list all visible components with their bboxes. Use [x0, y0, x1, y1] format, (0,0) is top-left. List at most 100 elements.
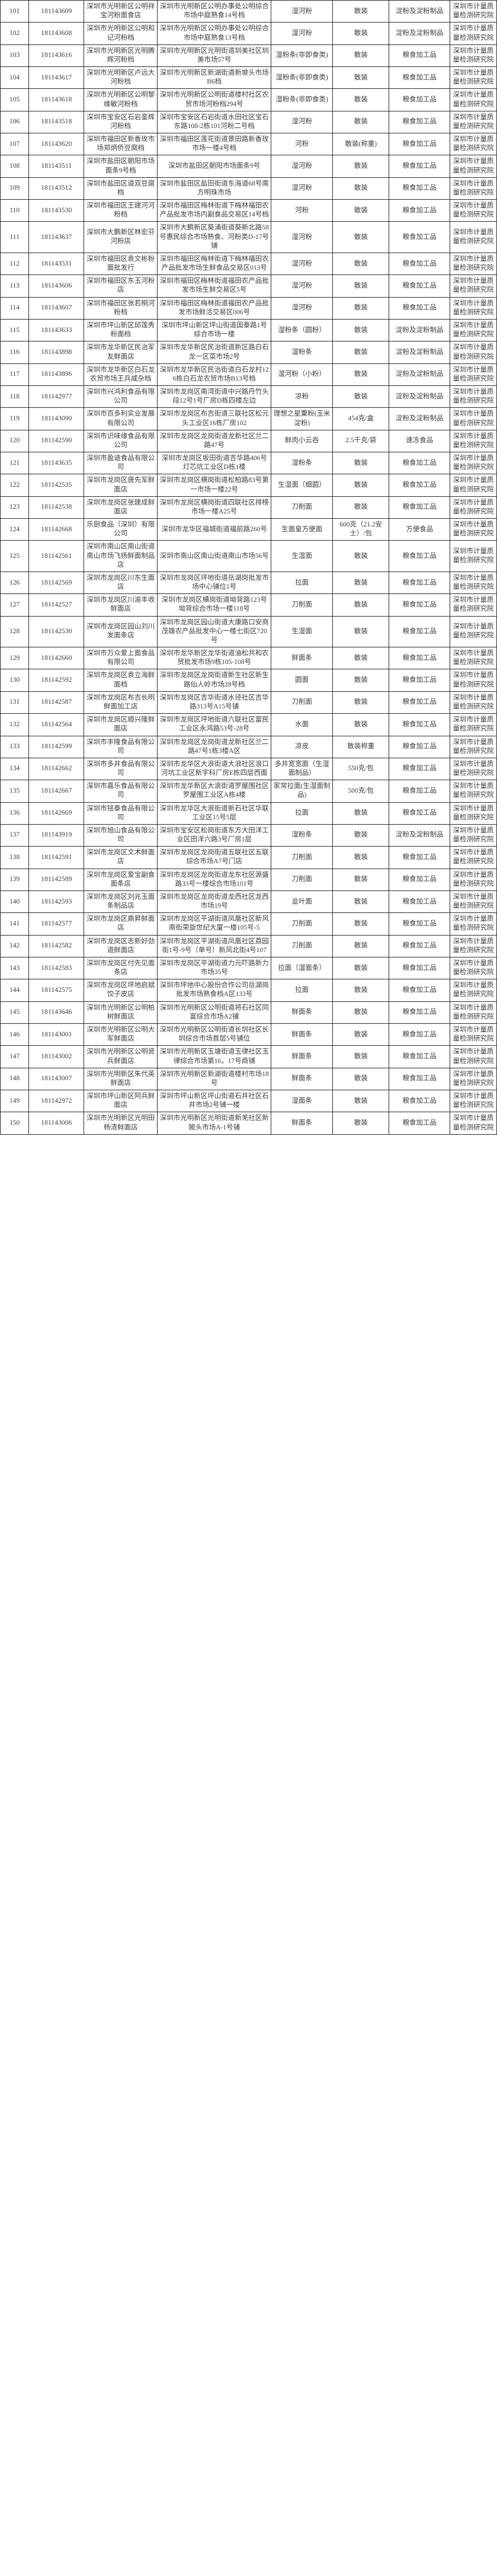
cell-product-name: 生湿面（细圆）	[271, 474, 333, 497]
cell-testing-agency: 深圳市计量质量检测研究院	[449, 429, 497, 453]
cell-specification: 散装	[332, 868, 390, 891]
table-row: 113 181143606 深圳市福田区东玉河粉店 深圳市福田区梅林街道福田农产品批发…	[0, 274, 497, 298]
cell-company-address: 深圳市龙岗区平湖街道凤凰社区新风南街荣旋世纪大厦一楼105号-5	[157, 912, 272, 936]
cell-testing-agency: 深圳市计量质量检测研究院	[449, 199, 497, 222]
table-row: 128 181142530 深圳市龙岗区园山刘川发面条店 深圳市龙岗区园山街道大康路口…	[0, 615, 497, 648]
cell-index: 106	[0, 110, 30, 134]
cell-food-category: 粮食加工品	[389, 221, 450, 253]
cell-testing-agency: 深圳市计量质量检测研究院	[449, 155, 497, 178]
cell-testing-agency: 深圳市计量质量检测研究院	[449, 474, 497, 497]
cell-product-name: 湿河粉	[271, 177, 333, 200]
cell-sample-code: 181142538	[28, 496, 85, 519]
cell-testing-agency: 深圳市计量质量检测研究院	[449, 44, 497, 68]
cell-food-category: 淀粉及淀粉制品	[389, 823, 450, 847]
cell-product-name: 拉面（湿面条）	[271, 956, 333, 980]
cell-company-name: 深圳市盐田区道双豆腐档	[84, 177, 158, 200]
cell-testing-agency: 深圳市计量质量检测研究院	[449, 452, 497, 475]
cell-food-category: 粮食加工品	[389, 571, 450, 595]
cell-company-name: 深圳市大鹏新区林宏芬河粉店	[84, 221, 158, 253]
cell-company-name: 深圳市龙岗区布吉长明鲜面加工店	[84, 691, 158, 714]
cell-sample-code: 181142669	[28, 802, 85, 825]
cell-product-name: 鲜肉小云吞	[271, 429, 333, 453]
cell-specification: 散装	[332, 22, 390, 45]
cell-sample-code: 181142972	[28, 1090, 85, 1113]
cell-sample-code: 181143001	[28, 1023, 85, 1046]
cell-company-address: 深圳市光明新区公明街道将石社区同富综合市场A2铺	[157, 1001, 272, 1024]
cell-sample-code: 181142527	[28, 593, 85, 617]
cell-food-category: 粮食加工品	[389, 177, 450, 200]
cell-company-name: 深圳市福田区新香玫市场郑炳侨豆腐档	[84, 133, 158, 156]
cell-sample-code: 181143530	[28, 199, 85, 222]
cell-company-address: 深圳市福田区莲花街道景田路新香玫市场一楼4号档	[157, 133, 272, 156]
cell-index: 102	[0, 22, 30, 45]
cell-index: 149	[0, 1090, 30, 1113]
cell-food-category: 粮食加工品	[389, 757, 450, 781]
table-row: 139 181142589 深圳市龙岗区爱宝副食面条店 深圳市龙岗区龙岗街道龙东社区源…	[0, 868, 497, 891]
cell-company-name: 深圳市龙岗区志新好劲道鲜面店	[84, 934, 158, 957]
table-row: 101 181143609 深圳市光明新区公明祥宝河粉面食店 深圳市光明新区公明办事处…	[0, 0, 497, 23]
cell-food-category: 淀粉及淀粉制品	[389, 0, 450, 23]
table-row: 115 181143633 深圳市坪山新区邱莲秀粉面档 深圳市坪山新区坪山街道国泰路1…	[0, 318, 497, 342]
cell-testing-agency: 深圳市计量质量检测研究院	[449, 647, 497, 670]
cell-index: 119	[0, 407, 30, 430]
cell-sample-code: 181142564	[28, 713, 85, 736]
cell-company-name: 深圳市龙岗区张建成鲜面店	[84, 496, 158, 519]
cell-index: 104	[0, 66, 30, 90]
cell-food-category: 淀粉及淀粉制品	[389, 363, 450, 387]
cell-testing-agency: 深圳市计量质量检测研究院	[449, 979, 497, 1002]
table-row: 119 181143090 深圳市百多利实业发展有限公司 深圳市龙岗区布吉街道三联社区…	[0, 407, 497, 430]
cell-specification: 散装	[332, 713, 390, 736]
cell-food-category: 粮食加工品	[389, 669, 450, 692]
table-row: 149 181142972 深圳市坪山新区阿兵鲜面店 深圳市坪山新区坪山街道石井社区石…	[0, 1090, 497, 1113]
cell-sample-code: 181142530	[28, 615, 85, 648]
cell-index: 142	[0, 934, 30, 957]
cell-food-category: 粮食加工品	[389, 890, 450, 914]
cell-company-name: 深圳市光明新区卢远大河粉档	[84, 66, 158, 90]
cell-food-category: 粮食加工品	[389, 846, 450, 869]
table-row: 147 181143002 深圳市光明新区公明贤兵鲜面店 深圳市光明新区玉塘街道玉律社…	[0, 1045, 497, 1068]
cell-index: 129	[0, 647, 30, 670]
cell-company-name: 深圳市龙岗区付先见面条店	[84, 956, 158, 980]
cell-index: 150	[0, 1112, 30, 1135]
table-row: 143 181142583 深圳市龙岗区付先见面条店 深圳市龙岗区平湖街道力元吓路新力…	[0, 956, 497, 980]
cell-specification: 散装(称重)	[332, 133, 390, 156]
cell-specification: 散装	[332, 593, 390, 617]
cell-testing-agency: 深圳市计量质量检测研究院	[449, 1112, 497, 1135]
cell-food-category: 粮食加工品	[389, 979, 450, 1002]
cell-company-name: 深圳市铭泰食品有限公司	[84, 802, 158, 825]
cell-specification: 散装	[332, 496, 390, 519]
cell-testing-agency: 深圳市计量质量检测研究院	[449, 912, 497, 936]
table-row: 129 181142660 深圳市万众爱上面食品有限公司 深圳市龙华新区龙华街道油松共…	[0, 647, 497, 670]
cell-sample-code: 181142535	[28, 474, 85, 497]
cell-food-category: 粮食加工品	[389, 133, 450, 156]
cell-testing-agency: 深圳市计量质量检测研究院	[449, 518, 497, 541]
cell-index: 115	[0, 318, 30, 342]
table-row: 136 181142669 深圳市铭泰食品有限公司 深圳市龙华区大浪街道新石社区华联工…	[0, 802, 497, 825]
cell-company-address: 深圳市龙岗区龙岗街道新生社区新生路仙人岭市场28号档	[157, 669, 272, 692]
cell-company-name: 乐厨食品（深圳）有限公司	[84, 518, 158, 541]
cell-testing-agency: 深圳市计量质量检测研究院	[449, 890, 497, 914]
cell-food-category: 粮食加工品	[389, 593, 450, 617]
table-row: 112 181143531 深圳市福田区袁文彬粉面批发行 深圳市福田区梅林街道下梅林福…	[0, 252, 497, 276]
table-row: 141 181142577 深圳市龙岗区鼎昇鲜面店 深圳市龙岗区平湖街道凤凰社区新风南…	[0, 912, 497, 936]
cell-company-name: 深圳市龙岗区刘兆玉面条制品店	[84, 890, 158, 914]
cell-specification: 散装	[332, 88, 390, 111]
cell-company-address: 深圳市龙岗区横岗街道松柏路83号第一市场一楼22号	[157, 474, 272, 497]
cell-company-name: 深圳市万众爱上面食品有限公司	[84, 647, 158, 670]
cell-index: 121	[0, 452, 30, 475]
cell-product-name: 湿粉条	[271, 452, 333, 475]
table-row: 103 181143616 深圳市光明新区光明腾辉河粉档 深圳市光明新区光明街道圳美社…	[0, 44, 497, 68]
cell-index: 134	[0, 757, 30, 781]
cell-sample-code: 181142668	[28, 518, 85, 541]
cell-specification: 散装	[332, 296, 390, 320]
cell-product-name: 湿河粉	[271, 252, 333, 276]
cell-sample-code: 181143531	[28, 252, 85, 276]
cell-sample-code: 181143002	[28, 1045, 85, 1068]
cell-food-category: 粮食加工品	[389, 1045, 450, 1068]
cell-product-name: 湿河粉	[271, 110, 333, 134]
cell-specification: 散装	[332, 934, 390, 957]
cell-sample-code: 181143511	[28, 155, 85, 178]
cell-product-name: 湿粉条(非即食类)	[271, 66, 333, 90]
cell-product-name: 鲜面条	[271, 647, 333, 670]
cell-testing-agency: 深圳市计量质量检测研究院	[449, 593, 497, 617]
